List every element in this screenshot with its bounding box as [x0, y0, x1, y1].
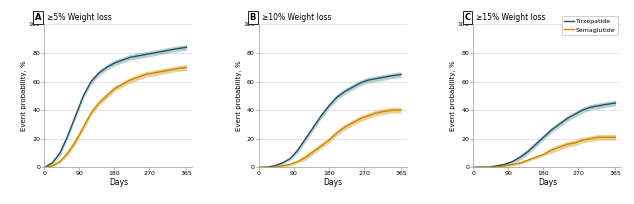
Text: A: A	[35, 13, 41, 22]
Text: ≥10% Weight loss: ≥10% Weight loss	[262, 13, 332, 22]
Text: B: B	[250, 13, 256, 22]
Y-axis label: Event probability, %: Event probability, %	[236, 61, 242, 131]
X-axis label: Days: Days	[109, 178, 128, 187]
Text: C: C	[464, 13, 470, 22]
X-axis label: Days: Days	[323, 178, 342, 187]
Y-axis label: Event probability, %: Event probability, %	[450, 61, 456, 131]
Text: ≥5% Weight loss: ≥5% Weight loss	[48, 13, 112, 22]
Legend: Tirzepatide, Semaglutide: Tirzepatide, Semaglutide	[562, 16, 618, 35]
X-axis label: Days: Days	[538, 178, 557, 187]
Y-axis label: Event probability, %: Event probability, %	[21, 61, 27, 131]
Text: ≥15% Weight loss: ≥15% Weight loss	[476, 13, 546, 22]
